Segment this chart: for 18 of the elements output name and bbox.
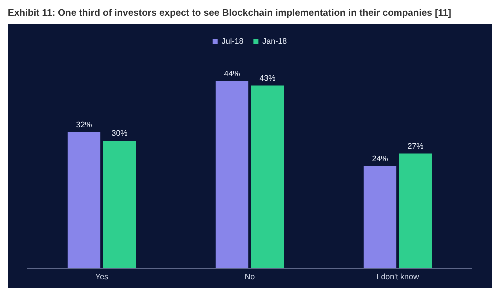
bar bbox=[68, 132, 101, 268]
data-label: 24% bbox=[372, 154, 388, 164]
data-label: 44% bbox=[224, 70, 240, 79]
data-label: 43% bbox=[260, 74, 276, 83]
bar bbox=[399, 154, 432, 268]
data-label: 27% bbox=[408, 142, 424, 151]
data-label: 30% bbox=[112, 129, 128, 138]
x-tick-label: I don't know bbox=[376, 272, 420, 282]
bar bbox=[103, 140, 136, 268]
data-label: 32% bbox=[76, 120, 92, 130]
chart-title: Exhibit 11: One third of investors expect to see Blockchain implementation in their companies [11] bbox=[8, 8, 452, 21]
bar bbox=[251, 86, 284, 268]
legend-label: Jan-18 bbox=[262, 37, 288, 46]
bar bbox=[364, 166, 397, 268]
x-tick-label: No bbox=[244, 272, 256, 282]
x-tick-label: Yes bbox=[95, 272, 109, 282]
legend-label: Jul-18 bbox=[222, 37, 244, 46]
bar bbox=[216, 81, 249, 268]
